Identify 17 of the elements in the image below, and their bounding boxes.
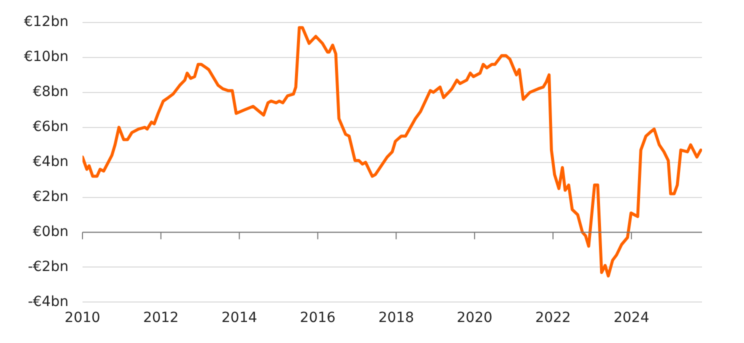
- x-tick-label: 2014: [222, 310, 258, 326]
- y-tick-label: €6bn: [32, 118, 68, 135]
- y-tick-label: €4bn: [32, 154, 68, 170]
- x-tick-label: 2010: [64, 310, 100, 326]
- x-tick-label: 2020: [456, 310, 492, 326]
- x-tick-label: 2022: [535, 310, 571, 326]
- y-tick-label: €2bn: [32, 188, 68, 205]
- x-tick-label: 2012: [143, 310, 179, 326]
- y-tick-label: €8bn: [32, 84, 68, 100]
- x-tick-label: 2018: [378, 310, 414, 326]
- y-tick-label: -€4bn: [28, 294, 68, 310]
- x-tick-label: 2024: [614, 310, 650, 326]
- x-tick-label: 2016: [300, 310, 336, 326]
- y-tick-label: €0bn: [32, 224, 68, 240]
- y-tick-label: -€2bn: [28, 258, 68, 275]
- y-tick-label: €10bn: [24, 49, 68, 66]
- y-tick-label: €12bn: [24, 14, 68, 30]
